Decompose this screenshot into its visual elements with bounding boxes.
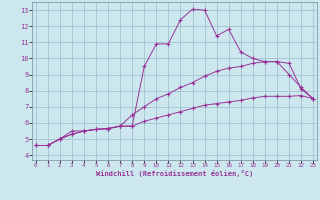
X-axis label: Windchill (Refroidissement éolien,°C): Windchill (Refroidissement éolien,°C)	[96, 170, 253, 177]
